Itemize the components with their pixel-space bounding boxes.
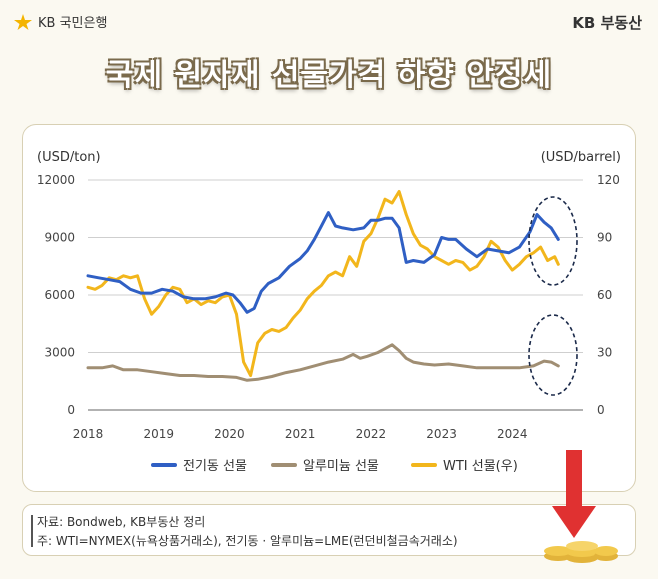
y-right-tick-label: 30 bbox=[597, 346, 612, 360]
y-left-tick-label: 3000 bbox=[44, 346, 75, 360]
series-lines bbox=[86, 190, 560, 382]
source-line-2: 주: WTI=NYMEX(뉴욕상품거래소), 전기동 · 알루미늄=LME(런던… bbox=[37, 534, 458, 548]
source-bar bbox=[31, 515, 33, 547]
x-tick-label: 2020 bbox=[214, 427, 245, 441]
legend-label: 전기동 선물 bbox=[183, 459, 247, 474]
y-left-ticks: 12000 9000 6000 3000 0 bbox=[37, 173, 75, 417]
x-tick-label: 2022 bbox=[356, 427, 387, 441]
highlight-ellipse-bottom bbox=[528, 314, 578, 396]
y-right-ticks: 120 90 60 30 0 bbox=[597, 173, 620, 417]
y-right-tick-label: 60 bbox=[597, 288, 612, 302]
y-left-axis-label: (USD/ton) bbox=[37, 150, 101, 165]
y-left-tick-label: 6000 bbox=[44, 288, 75, 302]
y-right-tick-label: 0 bbox=[597, 403, 605, 417]
falling-arrow-coins-icon bbox=[544, 450, 618, 563]
x-tick-label: 2019 bbox=[143, 427, 174, 441]
series-line-wti bbox=[86, 190, 560, 377]
x-tick-label: 2021 bbox=[285, 427, 316, 441]
y-left-tick-label: 0 bbox=[67, 403, 75, 417]
legend-label: WTI 선물(우) bbox=[443, 459, 518, 474]
y-right-tick-label: 120 bbox=[597, 173, 620, 187]
kb-star-icon bbox=[14, 13, 32, 30]
y-right-axis-label: (USD/barrel) bbox=[541, 150, 621, 165]
x-tick-label: 2018 bbox=[73, 427, 104, 441]
x-ticks: 2018 2019 2020 2021 2022 2023 2024 bbox=[73, 427, 528, 441]
x-tick-label: 2024 bbox=[497, 427, 528, 441]
logo-text: KB 국민은행 bbox=[38, 16, 108, 31]
highlight-ellipse-top bbox=[528, 196, 578, 286]
page-title: 국제 원자재 선물가격 하향 안정세 bbox=[105, 58, 553, 93]
y-left-tick-label: 9000 bbox=[44, 231, 75, 245]
y-left-tick-label: 12000 bbox=[37, 173, 75, 187]
kb-bank-logo: KB 국민은행 bbox=[14, 12, 107, 31]
legend-label: 알루미늄 선물 bbox=[303, 459, 379, 474]
series-line-aluminum bbox=[86, 343, 560, 382]
series-line-copper bbox=[86, 211, 560, 314]
y-right-tick-label: 90 bbox=[597, 231, 612, 245]
chart-card: (USD/ton) (USD/barrel) 12000 9000 6000 3000… bbox=[22, 124, 636, 492]
source-line-1: 자료: Bondweb, KB부동산 정리 bbox=[37, 515, 206, 529]
grid-lines bbox=[88, 179, 583, 411]
x-tick-label: 2023 bbox=[426, 427, 457, 441]
brand-right: KB 부동산 bbox=[572, 14, 642, 32]
legend: 전기동 선물 알루미늄 선물 WTI 선물(우) bbox=[151, 459, 518, 474]
source-box: 자료: Bondweb, KB부동산 정리 주: WTI=NYMEX(뉴욕상품거… bbox=[22, 504, 636, 556]
line-chart: (USD/ton) (USD/barrel) 12000900060003000… bbox=[37, 150, 621, 474]
